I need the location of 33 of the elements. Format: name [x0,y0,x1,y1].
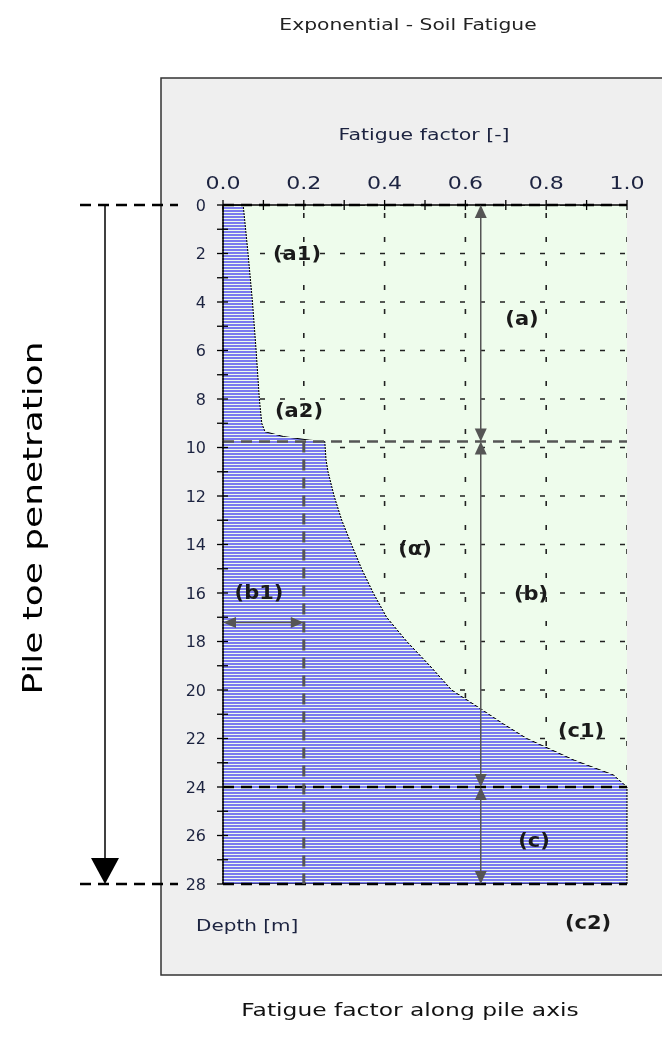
y-tick-label: 18 [185,632,206,651]
y-tick-label: 4 [195,292,206,312]
y-tick-label: 16 [185,583,206,603]
annotation: (a1) [273,241,321,265]
annotation: (c1) [557,718,605,742]
y-tick-label: 26 [185,826,206,845]
y-tick-label: 20 [185,680,206,700]
y-tick-label: 28 [185,874,206,894]
annotation: (a) [505,306,539,330]
y-tick-label: 10 [185,438,206,457]
x-axis-title: Fatigue factor [-] [338,124,510,144]
y-axis-title: Depth [m] [196,915,299,935]
y-tick-label: 2 [195,244,206,263]
x-tick-label: 0.2 [286,173,322,193]
y-tick-label: 8 [195,389,206,409]
y-tick-label: 14 [185,535,206,554]
text: Fatigue factor along pile axis [241,999,579,1021]
y-tick-label: 24 [185,777,206,797]
x-tick-label: 0.4 [367,173,403,193]
y-tick-label: 6 [195,341,206,360]
annotation: (a2) [275,398,323,422]
annotation: (α) [398,536,432,560]
chart-title: Exponential - Soil Fatigue [279,14,537,34]
y-tick-label: 22 [185,729,206,748]
annotation: (b) [513,581,549,605]
text: Pile toe penetration [17,341,48,695]
y-tick-label: 0 [195,195,206,215]
y-tick-label: 12 [185,486,206,506]
x-tick-label: 0.8 [528,173,564,193]
x-tick-label: 0.6 [447,173,483,193]
x-tick-label: 1.0 [609,173,645,193]
text: (c2) [564,910,612,934]
x-tick-label: 0.0 [205,173,241,193]
